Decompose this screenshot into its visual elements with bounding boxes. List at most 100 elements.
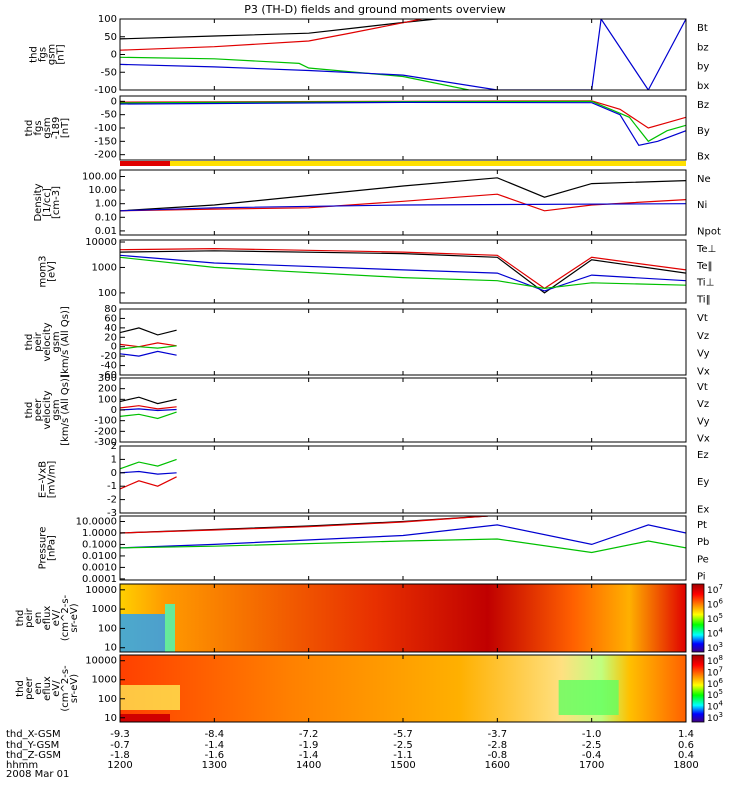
legend-label: Te‖: [696, 261, 713, 272]
y-tick-label: 0.0100: [82, 551, 117, 562]
y-axis-label: E=-VxB: [38, 461, 49, 498]
colorbar-tick-label: 103: [707, 711, 723, 724]
y-tick-label: 2: [111, 441, 117, 452]
orbit-value: -1.8: [110, 750, 130, 761]
heatmap-low-flux-region: [558, 680, 619, 715]
orbit-value: -1.0: [582, 729, 602, 740]
y-tick-label: 100: [98, 288, 117, 299]
orbit-value: 0.4: [678, 750, 694, 761]
y-axis-label: en: [33, 682, 44, 695]
y-tick-label: -100: [94, 85, 117, 96]
y-tick-label: -200: [94, 150, 117, 161]
y-axis-label: [nT]: [60, 118, 71, 138]
legend-label: Pe: [697, 554, 709, 565]
series-line-Pb: [120, 516, 488, 534]
y-tick-label: -40: [101, 361, 117, 372]
orbit-value: -1.4: [299, 750, 319, 761]
orbit-value: 1700: [579, 760, 604, 771]
orbit-value: -1.9: [299, 740, 319, 751]
y-axis-label: gsm: [47, 44, 58, 65]
y-axis-label: velocity: [42, 322, 53, 361]
panel-frame: [119, 169, 687, 236]
orbit-value: -0.7: [110, 740, 130, 751]
legend-label: Te⊥: [696, 244, 716, 255]
orbit-value: 1500: [390, 760, 415, 771]
series-line-Vx: [120, 408, 177, 412]
series-line-Vz: [120, 342, 177, 348]
orbit-row-label: thd_Y-GSM: [6, 740, 59, 751]
orbit-value: 1200: [107, 760, 132, 771]
y-axis-label: gsm: [42, 117, 53, 138]
orbit-value: -0.4: [582, 750, 602, 761]
colorbar-tick-label: 107: [707, 665, 723, 678]
series-line-Ti⊥: [120, 254, 686, 292]
series-line-Ni: [120, 177, 686, 212]
heatmap-band: [120, 685, 180, 710]
orbit-value: -5.7: [393, 729, 413, 740]
orbit-value: -0.8: [488, 750, 508, 761]
legend-label: Vy: [697, 349, 710, 360]
y-tick-label: 1.0000: [82, 528, 117, 539]
y-axis-label: Pressure: [38, 527, 49, 570]
y-axis-label: peir: [33, 331, 44, 351]
legend-label: Vt: [697, 313, 708, 324]
y-axis-label: [eV]: [47, 261, 58, 282]
series-line-Bt: [120, 19, 443, 40]
y-axis-label: peer: [33, 398, 44, 422]
series-line-Te‖: [120, 250, 686, 294]
y-axis-label: gsm: [51, 331, 62, 352]
y-tick-label: -300: [94, 437, 117, 448]
y-axis-label: eflux: [42, 676, 53, 701]
orbit-row-label: thd_X-GSM: [6, 729, 61, 740]
series-line-Vt: [120, 396, 177, 405]
legend-label: Bx: [697, 152, 710, 163]
series-line-Vz: [120, 405, 177, 410]
y-tick-label: 10: [104, 713, 117, 724]
colorbar-tick-label: 104: [707, 700, 723, 713]
legend-label: Vz: [697, 399, 709, 410]
series-line-Vt: [120, 327, 177, 336]
y-axis-label: sr-eV): [69, 674, 80, 703]
y-axis-label: thd: [29, 46, 40, 63]
panel-p10: 10810710610510410310000100010010thdpeere…: [15, 654, 723, 724]
y-tick-label: -2: [107, 495, 117, 506]
series-line-Ez: [120, 476, 177, 490]
y-axis-label: peer: [24, 676, 35, 700]
series-line-by: [120, 56, 470, 90]
orbit-value: -1.4: [205, 740, 225, 751]
panel-frame: [119, 18, 687, 91]
colorbar-tick-label: 107: [707, 583, 723, 596]
panel-frame: [119, 377, 687, 443]
y-tick-label: 10: [104, 643, 117, 654]
mode-bar-yellow: [170, 161, 686, 166]
y-tick-label: 10000: [85, 237, 117, 248]
y-tick-label: 300: [98, 373, 117, 384]
panel-frame: [119, 239, 687, 304]
orbit-value: -2.5: [582, 740, 602, 751]
legend-label: Pb: [697, 537, 709, 548]
colorbar: [691, 583, 705, 653]
panel-frame: [119, 445, 687, 514]
y-axis-label: eV/: [51, 680, 62, 697]
orbit-value: -8.4: [205, 729, 225, 740]
mode-bar-red: [120, 161, 170, 166]
orbit-value: -9.3: [110, 729, 130, 740]
orbit-value: -7.2: [299, 729, 319, 740]
y-axis-label: sr-eV): [69, 603, 80, 632]
y-axis-label: [nPa]: [47, 535, 58, 561]
panel-frame: [119, 308, 687, 376]
y-tick-label: 10.0000: [76, 516, 117, 527]
legend-label: Ni: [697, 200, 707, 211]
y-axis-label: Density: [33, 183, 44, 221]
orbit-value: 0.6: [678, 740, 694, 751]
heatmap-bottom-band: [120, 714, 170, 722]
orbit-value: 1600: [485, 760, 510, 771]
figure-title: P3 (TH-D) fields and ground moments over…: [244, 3, 506, 16]
legend-label: Vz: [697, 331, 709, 342]
y-axis-label: en: [33, 612, 44, 625]
y-tick-label: 0: [111, 405, 117, 416]
y-tick-label: -100: [94, 123, 117, 134]
y-tick-label: 10000: [85, 656, 117, 667]
y-axis-label: fgs: [33, 120, 44, 135]
